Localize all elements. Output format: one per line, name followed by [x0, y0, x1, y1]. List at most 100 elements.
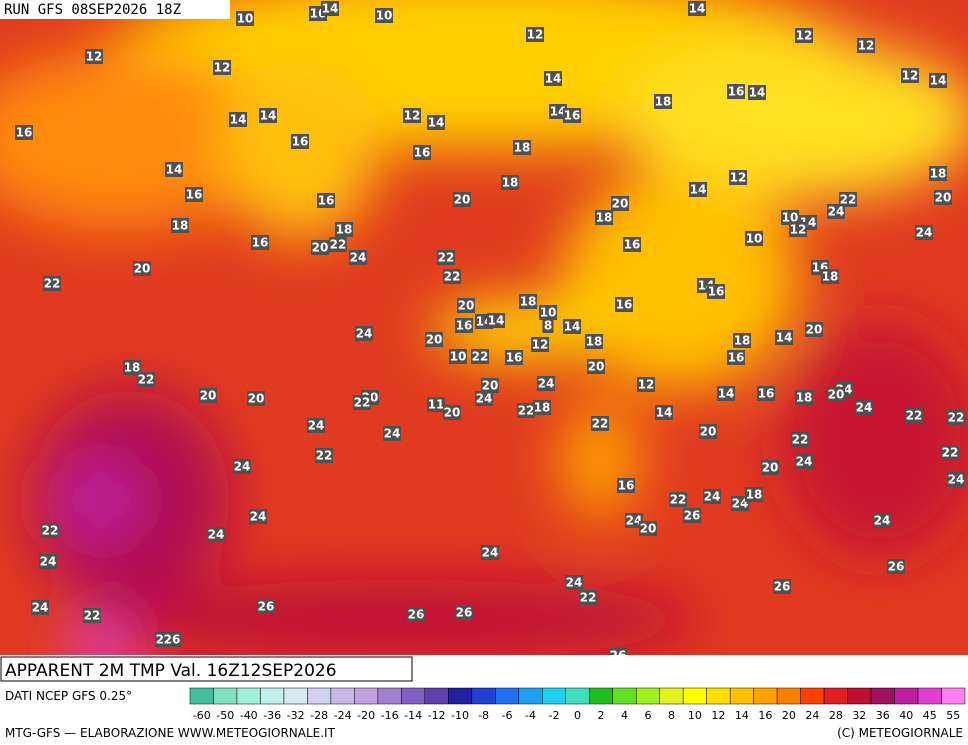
label-box — [717, 386, 735, 401]
map-label: 14 — [549, 104, 567, 119]
map-label: 14 — [775, 330, 793, 345]
map-label: 26 — [887, 559, 905, 574]
run-label: RUN GFS 08SEP2026 18Z — [4, 2, 181, 18]
label-value: 20 — [762, 461, 779, 475]
label-box — [311, 240, 329, 255]
map-label: 16 — [707, 284, 725, 299]
label-value: 24 — [208, 528, 225, 542]
label-value: 18 — [586, 335, 603, 349]
map-label: 10 — [236, 11, 254, 26]
label-box — [443, 405, 461, 420]
label-box — [539, 305, 557, 320]
map-label: 18 — [123, 360, 141, 375]
label-value: 20 — [248, 392, 265, 406]
copyright: (C) METEOGIORNALE — [837, 726, 963, 740]
legend-tick-label: -32 — [287, 709, 305, 722]
label-value: 22 — [792, 433, 809, 447]
label-value: 16 — [618, 479, 635, 493]
label-box — [587, 359, 605, 374]
map-label: 18 — [335, 222, 353, 237]
legend-swatch — [706, 687, 731, 705]
map-label: 22 — [517, 403, 535, 418]
legend-tick-label: 16 — [758, 709, 772, 722]
legend-swatch — [847, 687, 872, 705]
label-box — [699, 424, 717, 439]
label-box — [247, 391, 265, 406]
label-value: 16 — [186, 188, 203, 202]
label-box — [934, 190, 952, 205]
map-label: 16 — [563, 108, 581, 123]
legend-tick-label: 24 — [805, 709, 819, 722]
label-value: 10 — [376, 9, 393, 23]
label-box — [137, 372, 155, 387]
label-box — [929, 73, 947, 88]
label-box — [855, 400, 873, 415]
label-box — [537, 376, 555, 391]
map-label: 20 — [587, 359, 605, 374]
label-value: 18 — [124, 361, 141, 375]
map-label: 24 — [915, 225, 933, 240]
label-box — [31, 600, 49, 615]
label-value: 20 — [700, 425, 717, 439]
label-value: 22 — [472, 350, 489, 364]
label-box — [533, 400, 551, 415]
label-value: 24 — [350, 251, 367, 265]
legend-tick-label: -12 — [428, 709, 446, 722]
label-value: 20 — [588, 360, 605, 374]
map-label: 20 — [443, 405, 461, 420]
map-label: 18 — [821, 269, 839, 284]
label-box — [827, 204, 845, 219]
label-value: 18 — [796, 391, 813, 405]
label-box — [437, 250, 455, 265]
label-value: 26 — [888, 560, 905, 574]
label-value: 22 — [592, 417, 609, 431]
legend-swatch — [941, 687, 966, 705]
map-label: 18 — [171, 218, 189, 233]
label-value: 24 — [626, 514, 643, 528]
label-box — [857, 38, 875, 53]
label-box — [827, 387, 845, 402]
legend-tick-label: -14 — [404, 709, 422, 722]
map-label: 22 — [905, 408, 923, 423]
temperature-field — [0, 0, 968, 680]
label-box — [481, 378, 499, 393]
map-label: 10 — [745, 231, 763, 246]
map-label: 22 — [83, 608, 101, 623]
label-value: 14 — [776, 331, 793, 345]
label-box — [171, 218, 189, 233]
map-label: 18 — [585, 334, 603, 349]
label-value: 18 — [734, 334, 751, 348]
map-label: 16 — [291, 134, 309, 149]
legend-swatch — [518, 687, 543, 705]
label-box — [257, 599, 275, 614]
legend-tick-label: -8 — [478, 709, 489, 722]
legend-swatch — [448, 687, 473, 705]
label-value: 16 — [16, 126, 33, 140]
legend-swatch — [189, 687, 214, 705]
map-label: 14 — [259, 108, 277, 123]
map-label: 16 — [623, 237, 641, 252]
map-label: 12 — [795, 28, 813, 43]
map-label: 14 — [229, 112, 247, 127]
label-value: 22 — [948, 411, 965, 425]
map-label: 16 — [617, 478, 635, 493]
map-label: 12 — [526, 27, 544, 42]
label-value: 18 — [596, 211, 613, 225]
map-label: 12 — [531, 337, 549, 352]
map-label: 20 — [805, 322, 823, 337]
label-box — [901, 68, 919, 83]
map-label: 16 — [505, 350, 523, 365]
legend-tick-label: -36 — [263, 709, 281, 722]
map-label: 16 — [727, 350, 745, 365]
legend-swatch — [354, 687, 379, 705]
legend-swatch — [542, 687, 567, 705]
map-label: 20 — [481, 378, 499, 393]
label-box — [915, 225, 933, 240]
legend-swatch — [870, 687, 895, 705]
legend-tick-label: -50 — [216, 709, 234, 722]
label-value: 16 — [564, 109, 581, 123]
map-label: 18 — [745, 487, 763, 502]
map-label: 22 — [839, 192, 857, 207]
label-box — [259, 108, 277, 123]
label-box — [449, 349, 467, 364]
